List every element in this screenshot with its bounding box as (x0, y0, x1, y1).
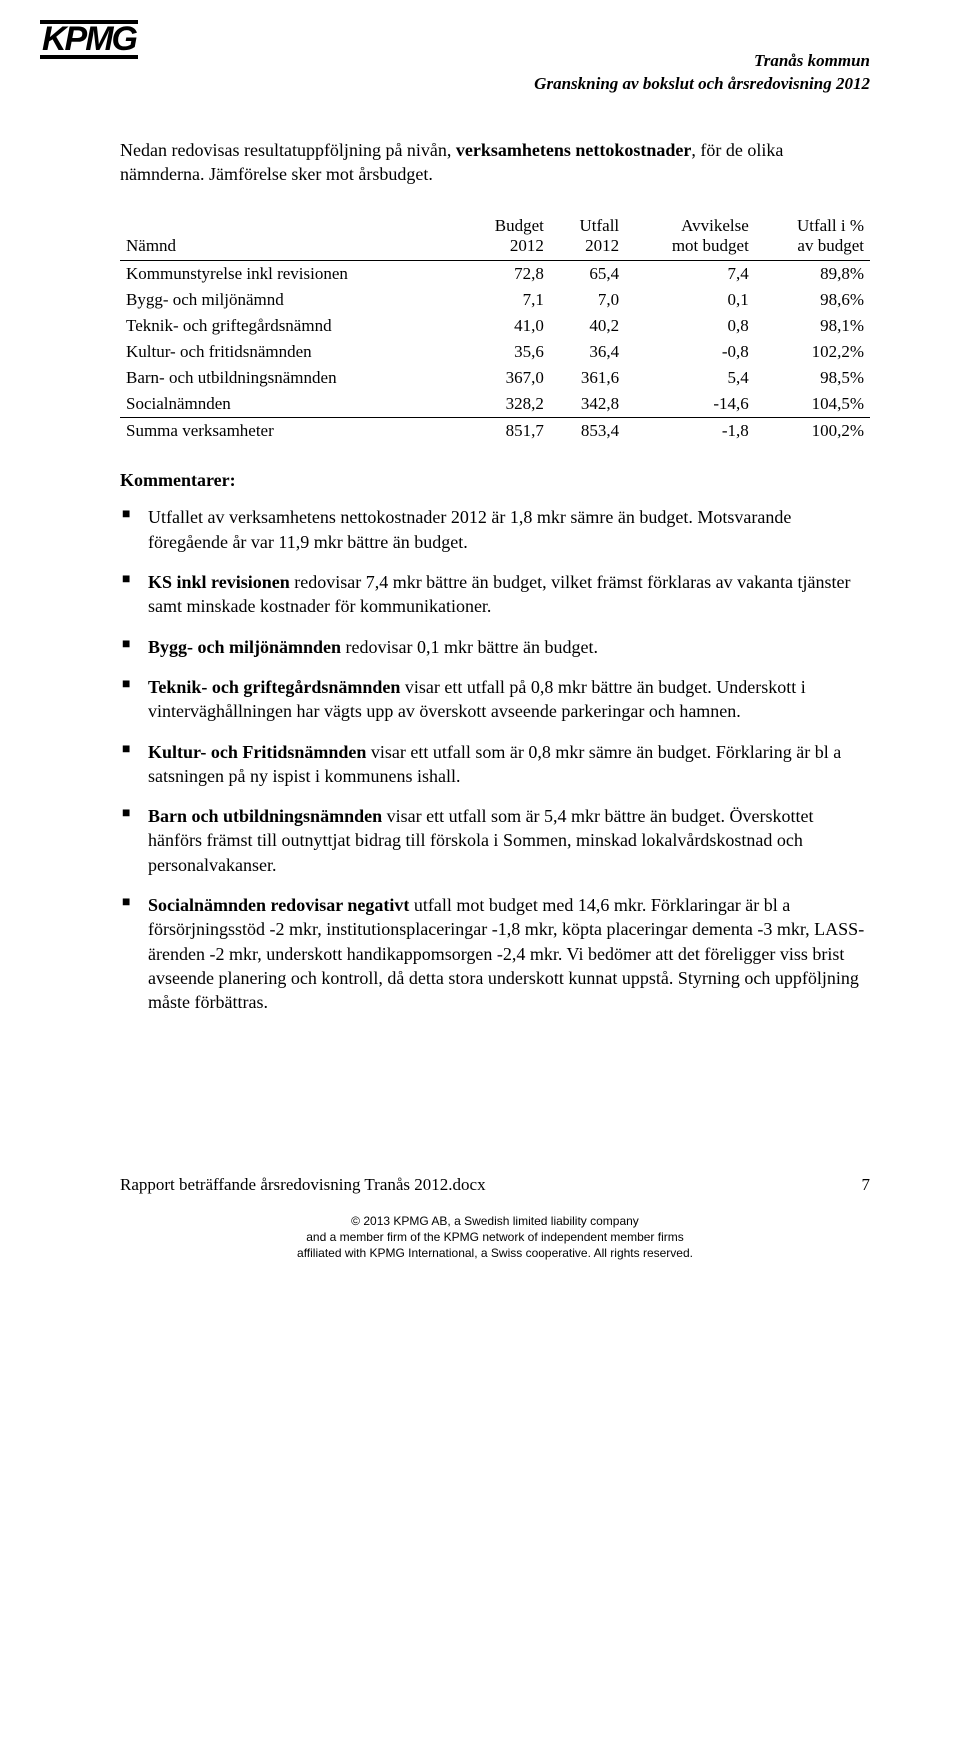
intro-paragraph: Nedan redovisas resultatuppföljning på n… (120, 138, 870, 187)
header-line-2: Granskning av bokslut och årsredovisning… (120, 73, 870, 96)
cell-utfall: 65,4 (550, 261, 625, 288)
footer-copyright: © 2013 KPMG AB, a Swedish limited liabil… (120, 1213, 870, 1262)
cell-avvik: 0,1 (625, 287, 755, 313)
cell-avvik: -1,8 (625, 418, 755, 445)
table-sum-row: Summa verksamheter 851,7 853,4 -1,8 100,… (120, 418, 870, 445)
cell-pct: 98,6% (755, 287, 870, 313)
cell-budget: 328,2 (461, 391, 550, 418)
comments-heading: Kommentarer: (120, 470, 870, 491)
cell-utfall: 853,4 (550, 418, 625, 445)
col-utfall-pct: Utfall i % av budget (755, 214, 870, 261)
bullet-bold: Bygg- och miljönämnden (148, 637, 341, 657)
col-namnd: Nämnd (120, 214, 461, 261)
cell-utfall: 36,4 (550, 339, 625, 365)
footer-copy-3: affiliated with KPMG International, a Sw… (120, 1245, 870, 1261)
list-item: Utfallet av verksamhetens nettokostnader… (120, 505, 870, 554)
cell-avvik: -0,8 (625, 339, 755, 365)
cell-pct: 100,2% (755, 418, 870, 445)
table-row: Socialnämnden 328,2 342,8 -14,6 104,5% (120, 391, 870, 418)
cell-pct: 98,1% (755, 313, 870, 339)
list-item: Bygg- och miljönämnden redovisar 0,1 mkr… (120, 635, 870, 659)
col-budget: Budget 2012 (461, 214, 550, 261)
cell-pct: 98,5% (755, 365, 870, 391)
col-budget-l2: 2012 (510, 236, 544, 255)
list-item: Kultur- och Fritidsnämnden visar ett utf… (120, 740, 870, 789)
table-row: Kultur- och fritidsnämnden 35,6 36,4 -0,… (120, 339, 870, 365)
cell-avvik: 7,4 (625, 261, 755, 288)
intro-text-1: Nedan redovisas resultatuppföljning på n… (120, 140, 456, 160)
cell-name: Bygg- och miljönämnd (120, 287, 461, 313)
cell-budget: 367,0 (461, 365, 550, 391)
footer-page-number: 7 (862, 1175, 871, 1195)
cell-budget: 72,8 (461, 261, 550, 288)
cell-name: Barn- och utbildningsnämnden (120, 365, 461, 391)
col-avvik-l2: mot budget (672, 236, 749, 255)
bullet-list: Utfallet av verksamhetens nettokostnader… (120, 505, 870, 1014)
col-avvik-l1: Avvikelse (681, 216, 749, 235)
bullet-bold: Barn och utbildningsnämnden (148, 806, 382, 826)
table-header-row: Nämnd Budget 2012 Utfall 2012 Avvikelse … (120, 214, 870, 261)
col-utfall-l1: Utfall (580, 216, 620, 235)
cell-name: Kultur- och fritidsnämnden (120, 339, 461, 365)
table-row: Kommunstyrelse inkl revisionen 72,8 65,4… (120, 261, 870, 288)
list-item: Socialnämnden redovisar negativt utfall … (120, 893, 870, 1014)
cell-name: Socialnämnden (120, 391, 461, 418)
footer-doc-line: Rapport beträffande årsredovisning Tranå… (120, 1175, 870, 1195)
footer-copy-2: and a member firm of the KPMG network of… (120, 1229, 870, 1245)
cell-utfall: 361,6 (550, 365, 625, 391)
col-budget-l1: Budget (495, 216, 544, 235)
results-table: Nämnd Budget 2012 Utfall 2012 Avvikelse … (120, 214, 870, 444)
list-item: KS inkl revisionen redovisar 7,4 mkr bät… (120, 570, 870, 619)
cell-pct: 89,8% (755, 261, 870, 288)
cell-budget: 35,6 (461, 339, 550, 365)
cell-name: Kommunstyrelse inkl revisionen (120, 261, 461, 288)
bullet-bold: Teknik- och griftegårdsnämnden (148, 677, 400, 697)
col-utfall-l2: 2012 (585, 236, 619, 255)
cell-avvik: 0,8 (625, 313, 755, 339)
table-row: Barn- och utbildningsnämnden 367,0 361,6… (120, 365, 870, 391)
footer-docname: Rapport beträffande årsredovisning Tranå… (120, 1175, 486, 1195)
table-row: Bygg- och miljönämnd 7,1 7,0 0,1 98,6% (120, 287, 870, 313)
cell-avvik: 5,4 (625, 365, 755, 391)
cell-pct: 104,5% (755, 391, 870, 418)
col-avvikelse: Avvikelse mot budget (625, 214, 755, 261)
cell-utfall: 342,8 (550, 391, 625, 418)
page: KPMG Tranås kommun Granskning av bokslut… (0, 0, 960, 1301)
header-line-1: Tranås kommun (120, 50, 870, 73)
bullet-text: redovisar 0,1 mkr bättre än budget. (341, 637, 598, 657)
cell-budget: 7,1 (461, 287, 550, 313)
cell-pct: 102,2% (755, 339, 870, 365)
table-body: Kommunstyrelse inkl revisionen 72,8 65,4… (120, 261, 870, 445)
cell-name: Teknik- och griftegårdsnämnd (120, 313, 461, 339)
cell-budget: 851,7 (461, 418, 550, 445)
col-utfall: Utfall 2012 (550, 214, 625, 261)
cell-utfall: 7,0 (550, 287, 625, 313)
col-pct-l2: av budget (797, 236, 864, 255)
bullet-bold: Socialnämnden redovisar negativt (148, 895, 409, 915)
intro-bold: verksamhetens nettokostnader (456, 140, 692, 160)
col-pct-l1: Utfall i % (797, 216, 864, 235)
list-item: Teknik- och griftegårdsnämnden visar ett… (120, 675, 870, 724)
cell-name: Summa verksamheter (120, 418, 461, 445)
document-header: Tranås kommun Granskning av bokslut och … (120, 50, 870, 96)
kpmg-logo: KPMG (40, 20, 138, 59)
cell-utfall: 40,2 (550, 313, 625, 339)
cell-budget: 41,0 (461, 313, 550, 339)
table-row: Teknik- och griftegårdsnämnd 41,0 40,2 0… (120, 313, 870, 339)
bullet-bold: Kultur- och Fritidsnämnden (148, 742, 366, 762)
list-item: Barn och utbildningsnämnden visar ett ut… (120, 804, 870, 877)
footer-copy-1: © 2013 KPMG AB, a Swedish limited liabil… (120, 1213, 870, 1229)
page-footer: Rapport beträffande årsredovisning Tranå… (120, 1175, 870, 1262)
cell-avvik: -14,6 (625, 391, 755, 418)
bullet-bold: KS inkl revisionen (148, 572, 290, 592)
bullet-text: Utfallet av verksamhetens nettokostnader… (148, 507, 791, 551)
